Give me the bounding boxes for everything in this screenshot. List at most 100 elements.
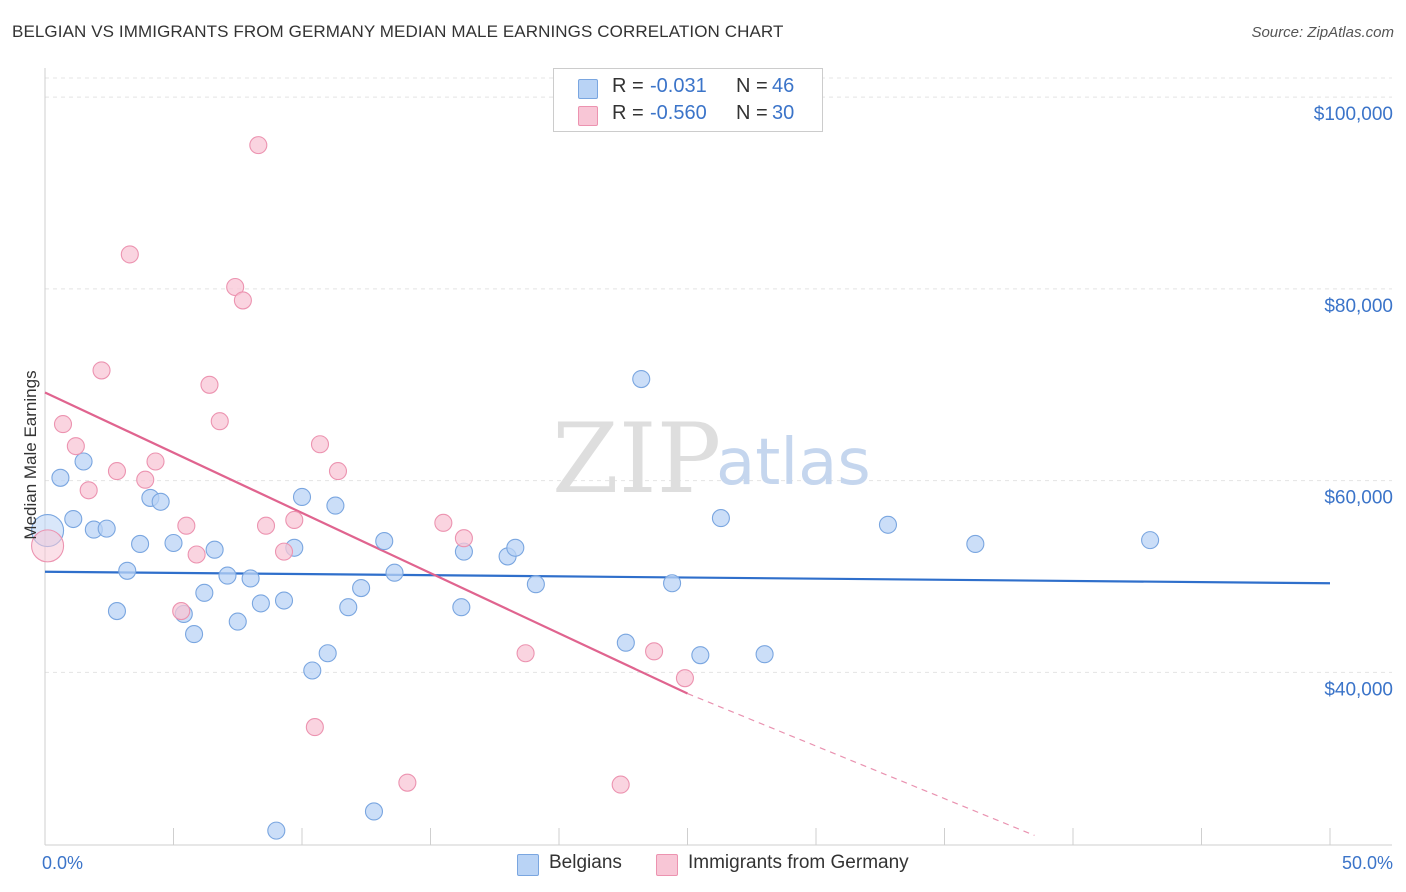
trend-lines	[44, 391, 1331, 836]
bottom-legend-swatch-belgians	[517, 854, 539, 876]
point-belgians	[107, 602, 127, 621]
point-belgians	[452, 598, 471, 617]
point-belgians	[326, 496, 345, 515]
point-immigrants	[328, 462, 348, 481]
point-immigrants	[516, 644, 535, 663]
point-immigrants	[645, 642, 664, 661]
legend-n-label: N =	[736, 75, 768, 97]
point-immigrants	[256, 516, 276, 535]
watermark: ZIP atlas	[552, 403, 871, 515]
y-tick-label: $80,000	[1324, 296, 1393, 317]
legend-n-value: 30	[772, 102, 795, 124]
point-immigrants	[210, 412, 229, 431]
trend-line-0	[44, 570, 1331, 585]
legend-n-value: 46	[772, 75, 795, 97]
y-axis-label: Median Male Earnings	[21, 370, 40, 539]
data-points	[31, 136, 1160, 840]
point-immigrants	[136, 470, 155, 489]
bottom-legend-label: Belgians	[549, 852, 622, 873]
point-immigrants	[177, 516, 196, 535]
point-belgians	[131, 534, 150, 554]
point-belgians	[185, 625, 204, 644]
point-belgians	[318, 644, 337, 663]
point-belgians	[1141, 531, 1160, 550]
point-belgians	[267, 821, 286, 840]
point-immigrants	[66, 437, 85, 456]
point-immigrants	[398, 773, 417, 792]
x-tick-labels: 0.0% 50.0%	[42, 853, 1393, 873]
point-immigrants	[310, 435, 330, 454]
legend-r-label: R =	[612, 102, 644, 124]
point-immigrants	[454, 529, 473, 548]
point-belgians	[352, 579, 371, 598]
point-immigrants	[31, 529, 65, 563]
source-label: Source: ZipAtlas.com	[1251, 24, 1394, 41]
point-belgians	[228, 612, 247, 631]
y-tick-label: $40,000	[1324, 679, 1393, 700]
point-immigrants	[285, 510, 304, 530]
x-tick-label: 50.0%	[1342, 853, 1393, 873]
watermark-zip: ZIP	[552, 403, 721, 515]
point-belgians	[74, 452, 93, 471]
point-belgians	[663, 574, 682, 593]
bottom-legend-swatch-immigrants	[656, 854, 678, 876]
point-immigrants	[187, 545, 206, 564]
point-immigrants	[611, 775, 630, 794]
point-immigrants	[233, 291, 252, 310]
point-belgians	[164, 533, 183, 553]
point-immigrants	[675, 669, 694, 688]
legend-n-label: N =	[736, 102, 768, 124]
axes	[44, 68, 1392, 846]
legend-swatch-immigrants	[578, 106, 598, 126]
point-immigrants	[434, 513, 453, 532]
point-belgians	[339, 598, 358, 617]
point-belgians	[205, 540, 224, 559]
legend-swatch-belgians	[578, 79, 598, 99]
point-immigrants	[146, 452, 165, 471]
trend-line-dashed-1	[687, 692, 1035, 836]
point-belgians	[375, 532, 394, 551]
point-immigrants	[172, 602, 191, 621]
point-belgians	[51, 468, 70, 487]
point-immigrants	[226, 277, 245, 297]
point-belgians	[755, 645, 774, 664]
point-immigrants	[274, 542, 294, 561]
bottom-legend-label: Immigrants from Germany	[688, 852, 909, 873]
point-belgians	[274, 591, 294, 610]
x-tick-label: 0.0%	[42, 853, 83, 873]
point-immigrants	[92, 361, 111, 380]
point-belgians	[364, 802, 384, 821]
legend-r-value: -0.031	[650, 75, 707, 97]
point-belgians	[97, 519, 116, 538]
point-immigrants	[249, 136, 268, 155]
point-immigrants	[79, 481, 98, 500]
point-belgians	[241, 569, 260, 588]
y-tick-labels: $40,000 $60,000 $80,000 $100,000	[1314, 104, 1393, 700]
trend-line-1	[44, 391, 688, 695]
point-immigrants	[107, 462, 127, 481]
point-belgians	[251, 594, 270, 613]
point-belgians	[218, 566, 237, 585]
y-tick-label: $100,000	[1314, 104, 1393, 125]
point-belgians	[711, 509, 730, 528]
point-immigrants	[120, 245, 139, 264]
point-belgians	[632, 369, 651, 389]
point-immigrants	[200, 375, 219, 394]
point-immigrants	[305, 718, 324, 737]
y-tick-label: $60,000	[1324, 488, 1393, 509]
point-belgians	[195, 583, 214, 602]
point-immigrants	[53, 415, 73, 434]
point-belgians	[691, 646, 710, 665]
point-belgians	[616, 633, 635, 652]
watermark-atlas: atlas	[716, 426, 871, 500]
point-belgians	[118, 561, 137, 580]
legend-r-label: R =	[612, 75, 644, 97]
point-belgians	[151, 492, 170, 511]
chart-title: BELGIAN VS IMMIGRANTS FROM GERMANY MEDIA…	[12, 22, 784, 41]
point-belgians	[878, 515, 898, 534]
point-belgians	[303, 661, 322, 680]
legend-r-value: -0.560	[650, 102, 707, 124]
point-belgians	[506, 538, 525, 557]
point-belgians	[966, 534, 985, 554]
